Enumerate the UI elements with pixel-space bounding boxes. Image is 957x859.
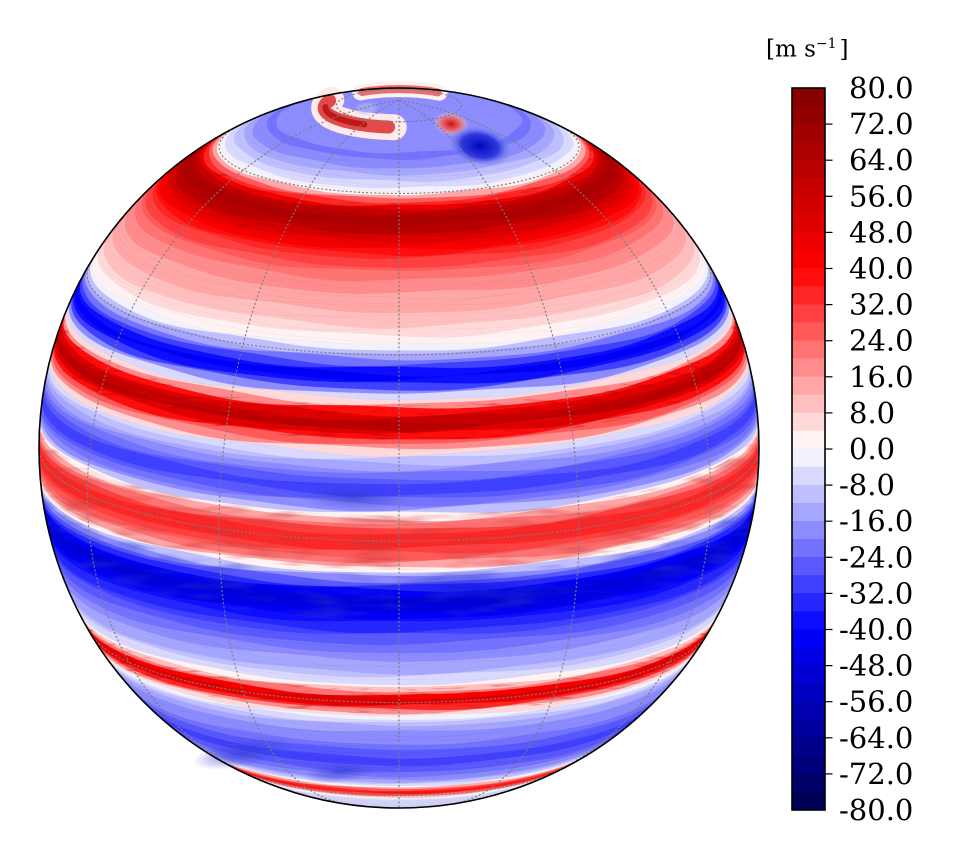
colorbar-segment (792, 232, 825, 251)
colorbar-tick-label: -16.0 (839, 504, 913, 538)
colorbar-tick-label: 16.0 (849, 360, 914, 394)
colorbar-segment (792, 502, 825, 522)
parallel--30 (90, 633, 708, 704)
unit-suffix: ] (839, 36, 849, 63)
colorbar-segment (792, 665, 825, 684)
colorbar-tick-label: -48.0 (839, 649, 913, 683)
meridian--60 (86, 99, 399, 777)
colorbar-segment (792, 791, 825, 811)
colorbar-segment (792, 214, 825, 233)
colorbar-segment (792, 123, 825, 143)
parallel-0 (38, 447, 760, 542)
colorbar-tick-label: 40.0 (849, 252, 914, 286)
colorbar-tick-labels: 80.072.064.056.048.040.032.024.016.08.00… (839, 71, 914, 827)
parallel-60 (218, 124, 580, 195)
colorbar-segment (792, 683, 825, 702)
colorbar-segment (792, 87, 825, 107)
south-deepblue-streak (395, 573, 545, 603)
colorbar-segment (792, 737, 825, 757)
unit-exponent: −1 (815, 36, 837, 52)
colorbar-tick-label: -8.0 (839, 468, 895, 502)
colorbar-segment (792, 484, 825, 504)
colorbar-tick-label: 8.0 (849, 396, 895, 430)
colorbar-unit-title: [m s−1] (766, 36, 849, 63)
colorbar-segment (792, 250, 825, 269)
parallel--60 (238, 770, 560, 797)
colorbar-segment (792, 773, 825, 793)
colorbar-tick-label: -32.0 (839, 576, 913, 610)
colorbar-segment (792, 340, 825, 359)
colorbar-segment (792, 196, 825, 215)
colorbar-segment (792, 593, 825, 612)
colorbar-tick-label: 24.0 (849, 324, 914, 358)
globe-limb-outline (38, 87, 760, 809)
colorbar-segment (792, 322, 825, 341)
colorbar-segment (792, 647, 825, 666)
colorbar-segment (792, 521, 825, 540)
colorbar-tick-label: -40.0 (839, 613, 913, 647)
colorbar-segment (792, 575, 825, 594)
colorbar-tick-label: -64.0 (839, 721, 913, 755)
colorbar-segment (792, 755, 825, 775)
colorbar-tick-label: 48.0 (849, 215, 914, 249)
colorbar-tick-label: -72.0 (839, 757, 913, 791)
colorbar-tick-label: -24.0 (839, 540, 913, 574)
colorbar-segment (792, 268, 825, 287)
colorbar-tick-label: -56.0 (839, 685, 913, 719)
colorbar-segment (792, 557, 825, 576)
unit-prefix: [m s (766, 36, 816, 63)
meridian--30 (218, 100, 399, 805)
colorbar-segment (792, 105, 825, 125)
colorbar-segment (792, 358, 825, 377)
colorbar-tick-label: 56.0 (849, 179, 914, 213)
colorbar-tick-label: 72.0 (849, 107, 914, 141)
colorbar-segment (792, 719, 825, 738)
colorbar-segment (792, 178, 825, 197)
graticule-dotted-grid (38, 88, 760, 809)
colorbar-tick-label: 32.0 (849, 288, 914, 322)
colorbar-segment (792, 141, 825, 161)
colorbar-segment (792, 412, 825, 432)
colorbar-segment (792, 160, 825, 179)
colorbar-segment (792, 286, 825, 305)
colorbar-ticks (825, 123, 833, 775)
colorbar-segment (792, 448, 825, 468)
colorbar-tick-label: 64.0 (849, 143, 914, 177)
colorbar-segment (792, 430, 825, 450)
colorbar-tick-label: 80.0 (849, 71, 914, 105)
colorbar-segment (792, 376, 825, 396)
colorbar-segment (792, 701, 825, 720)
polar-blue-cyclone (446, 124, 514, 168)
colorbar-tick-label: -80.0 (839, 793, 913, 827)
meridian-30 (399, 100, 580, 805)
parallel-80 (335, 88, 463, 123)
colorbar-tick-label: 0.0 (849, 432, 895, 466)
north-navy-patch (297, 483, 407, 511)
colorbar-segment (792, 629, 825, 648)
polar-swirl-core (322, 104, 368, 128)
south-blue-patch-1 (192, 736, 292, 770)
colorbar (791, 87, 826, 811)
colorbar-segment (792, 611, 825, 630)
colorbar-segment (792, 539, 825, 558)
colorbar-segment (792, 466, 825, 486)
colorbar-segment (792, 394, 825, 414)
meridian-60 (399, 99, 712, 777)
south-blue-patch-2 (302, 759, 378, 785)
colorbar-segment (792, 304, 825, 323)
